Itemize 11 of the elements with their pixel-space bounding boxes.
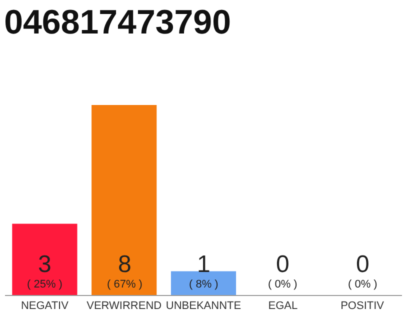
x-tick-label: NEGATIV [20, 300, 70, 312]
chart-title: 046817473790 [4, 3, 232, 42]
data-label: 0 ( 0% ) [268, 251, 298, 291]
x-tick-label: EGAL [268, 300, 298, 312]
x-tick-label: UNBEKANNTE [166, 300, 242, 312]
data-label: 1 ( 8% ) [189, 251, 218, 291]
data-label: 8 ( 67% ) [107, 251, 142, 291]
data-label: 3 ( 25% ) [27, 251, 62, 291]
data-label: 0 ( 0% ) [348, 251, 378, 291]
x-tick-label: POSITIV [340, 300, 385, 312]
x-tick-label: VERWIRREND [86, 300, 162, 312]
